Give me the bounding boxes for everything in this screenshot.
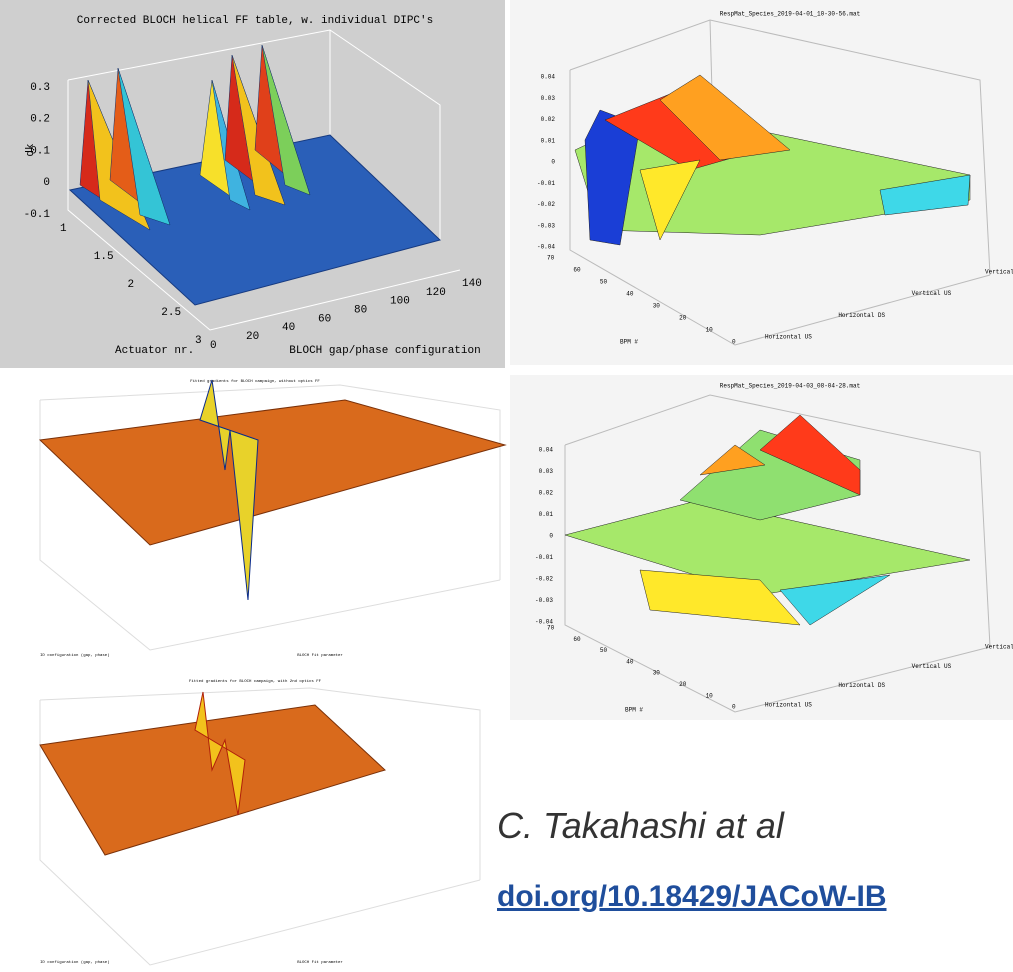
z-tick-label: 0.03 <box>541 95 556 102</box>
y-tick-label: 1.5 <box>94 251 114 263</box>
y-tick-label: 40 <box>626 291 634 298</box>
axes-box <box>39 687 481 966</box>
z-tick-label: 0 <box>549 533 553 540</box>
x-tick-label: 0 <box>210 340 217 352</box>
y-tick-label: 70 <box>547 625 555 632</box>
x-tick-label: Horizontal DS <box>838 682 885 689</box>
y-tick-label: 10 <box>706 692 714 699</box>
y-tick-label: 3 <box>195 335 202 347</box>
y-tick-label: 20 <box>679 315 687 322</box>
z-tick-label: 0.01 <box>541 137 556 144</box>
y-tick-label: 20 <box>679 681 687 688</box>
y-tick-label: 60 <box>573 267 581 274</box>
y-tick-label: 1 <box>60 223 67 235</box>
x-tick-label: Horizontal US <box>765 702 812 709</box>
y-tick-label: 2 <box>128 279 135 291</box>
y-tick-label: 70 <box>547 255 555 262</box>
z-axis-label: dk <box>25 143 37 157</box>
panel-title: Fitted gradients for BLOCH campaign, wit… <box>190 379 320 384</box>
z-tick-label: -0.03 <box>537 222 555 229</box>
z-tick-label: 0.02 <box>541 116 556 123</box>
z-tick-label: -0.02 <box>535 576 553 583</box>
z-tick-label: 0.02 <box>539 490 554 497</box>
panel-title: Fitted gradients for BLOCH campaign, wit… <box>189 679 322 684</box>
panel-title: RespMat_Species_2019-04-03_08-04-28.mat <box>720 383 860 390</box>
x-tick-label: 120 <box>426 287 446 299</box>
x-tick-label: Vertical DS <box>985 269 1013 276</box>
x-tick-label: 40 <box>282 322 295 334</box>
x-tick-label: 60 <box>318 313 331 325</box>
surface <box>39 704 386 856</box>
doi-link[interactable]: doi.org/10.18429/JACoW-IB <box>497 880 887 913</box>
y-tick-label: 10 <box>706 327 714 334</box>
y-tick-label: 30 <box>653 670 661 677</box>
axes-box <box>39 384 501 651</box>
surface-spike <box>199 379 259 601</box>
y-tick-label: 2.5 <box>161 307 181 319</box>
x-tick-label: Vertical DS <box>985 644 1013 651</box>
x-tick-label: 80 <box>354 304 367 316</box>
y-tick-label: 50 <box>600 279 608 286</box>
x-tick-label: Horizontal DS <box>838 312 885 319</box>
x-axis-label: BLOCH gap/phase configuration <box>289 345 480 357</box>
x-tick-label: 140 <box>462 278 482 290</box>
z-tick-label: 0.2 <box>30 114 50 126</box>
y-tick-label: 50 <box>600 647 608 654</box>
panel-title: RespMat_Species_2019-04-01_10-30-56.mat <box>720 11 860 18</box>
y-tick-label: 60 <box>573 636 581 643</box>
y-tick-label: 40 <box>626 658 634 665</box>
x-tick-label: Horizontal US <box>765 334 812 341</box>
x-tick-label: 100 <box>390 296 410 308</box>
x-axis-label: BLOCH Fit parameter <box>297 653 343 658</box>
z-tick-label: 0.04 <box>541 74 556 81</box>
x-axis-label: BLOCH Fit parameter <box>297 960 343 965</box>
y-axis-label: Actuator nr. <box>115 345 194 357</box>
y-axis-label: ID configuration (gap, phase) <box>40 960 110 965</box>
y-axis-label: ID configuration (gap, phase) <box>40 653 110 658</box>
surface <box>574 74 971 246</box>
z-tick-label: 0.03 <box>539 468 554 475</box>
z-tick-label: -0.1 <box>24 209 51 221</box>
surface <box>564 414 971 626</box>
z-tick-label: -0.01 <box>535 554 553 561</box>
panel-title: Corrected BLOCH helical FF table, w. ind… <box>77 15 433 27</box>
y-axis-label: BPM # <box>620 339 638 346</box>
z-tick-label: -0.03 <box>535 597 553 604</box>
z-tick-label: 0 <box>43 177 50 189</box>
z-tick-label: 0.3 <box>30 82 50 94</box>
x-tick-label: 20 <box>246 331 259 343</box>
y-axis-label: BPM # <box>625 707 643 714</box>
z-tick-label: -0.02 <box>537 201 555 208</box>
surface-spike <box>194 691 246 816</box>
x-tick-label: Vertical US <box>912 663 952 670</box>
z-tick-label: -0.04 <box>537 244 555 251</box>
citation-author: C. Takahashi at al <box>497 805 784 846</box>
z-tick-label: -0.01 <box>537 180 555 187</box>
z-tick-label: -0.04 <box>535 619 553 626</box>
z-tick-label: 0.01 <box>539 511 554 518</box>
z-tick-label: 0.04 <box>539 447 554 454</box>
y-tick-label: 30 <box>653 303 661 310</box>
z-tick-label: 0.1 <box>30 145 50 157</box>
x-tick-label: Vertical US <box>912 290 952 297</box>
y-tick-label: 0 <box>732 339 736 346</box>
z-tick-label: 0 <box>551 159 555 166</box>
y-tick-label: 0 <box>732 704 736 711</box>
surface <box>38 399 507 546</box>
surface-peaks <box>79 44 311 231</box>
